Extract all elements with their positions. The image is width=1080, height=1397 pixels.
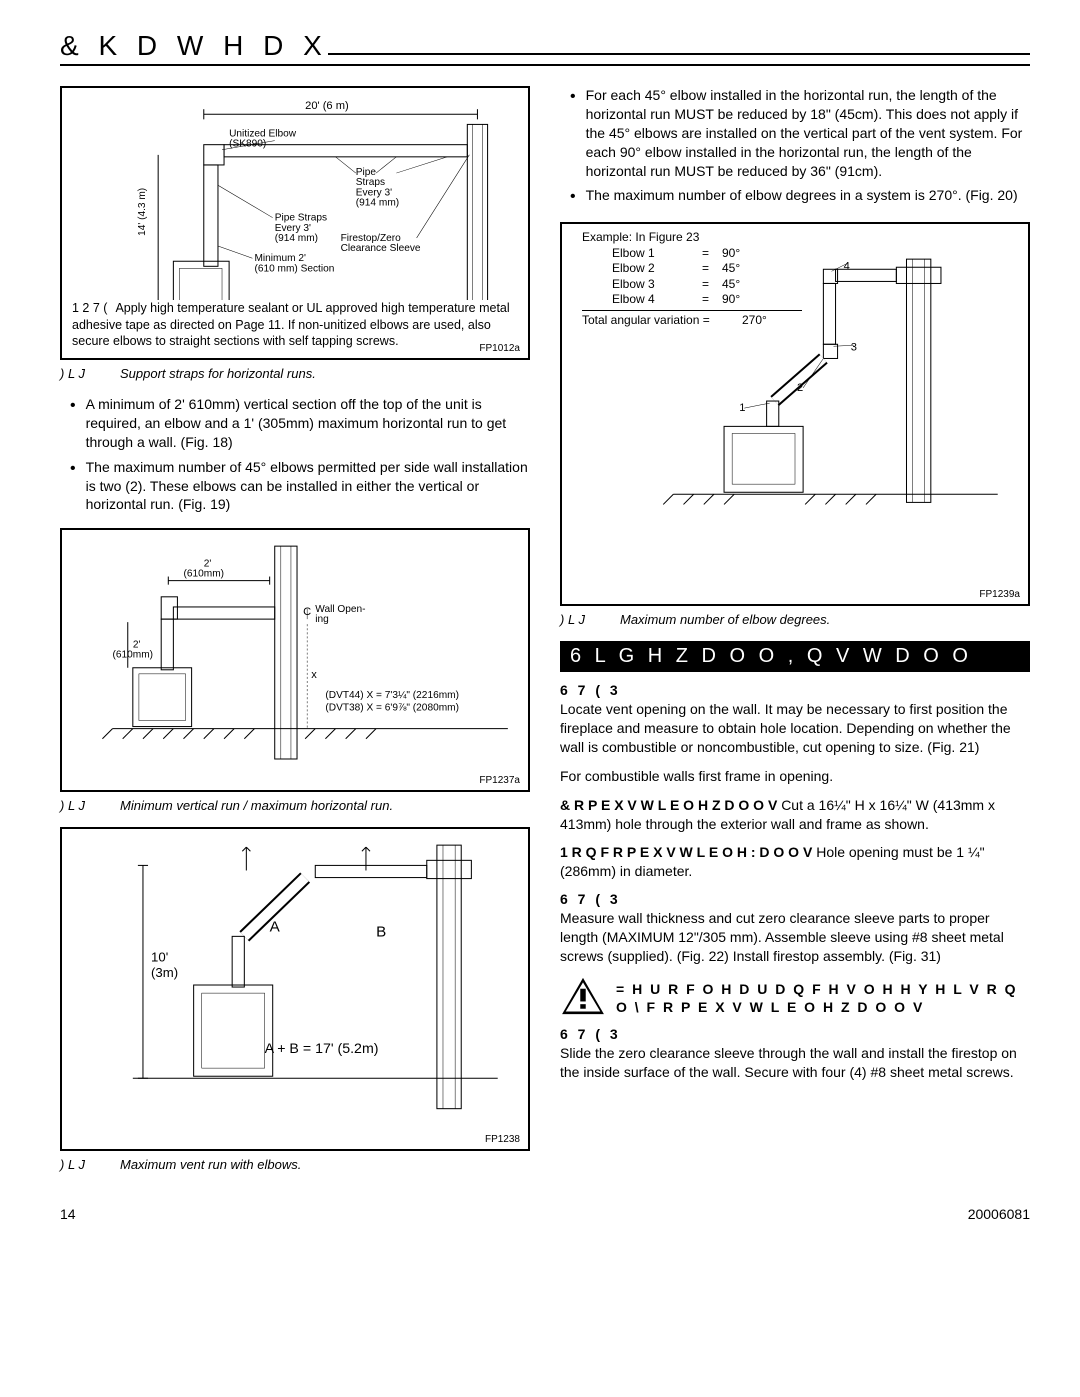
cap2-lbl: ) L J [60, 798, 120, 813]
step1-p3a: & R P E X V W L E O H Z D O O V [560, 797, 781, 813]
svg-text:(610 mm) Section: (610 mm) Section [254, 263, 334, 274]
cap3-lbl: ) L J [60, 1157, 120, 1172]
fig1-id: FP1012a [479, 343, 520, 354]
step3-label: 6 7 ( 3 [560, 1026, 1030, 1042]
warning-text: = H U R F O H D U D Q F H V O H H Y H L … [616, 976, 1030, 1016]
left-column: 20' (6 m) 14' (4.3 m) Unitized Elbow (SK… [60, 86, 530, 1186]
step1-p2: For combustible walls first frame in ope… [560, 767, 1030, 786]
svg-text:ing: ing [315, 615, 329, 626]
svg-text:(3m): (3m) [151, 965, 178, 980]
step1-p4: 1 R Q F R P E X V W L E O H : D O O V Ho… [560, 843, 1030, 881]
cap1-lbl: ) L J [60, 366, 120, 381]
cap3-txt: Maximum vent run with elbows. [120, 1157, 530, 1172]
note1-prefix: 1 2 7 ( [72, 301, 107, 315]
step1-p3: & R P E X V W L E O H Z D O O V Cut a 16… [560, 796, 1030, 834]
svg-text:3: 3 [851, 341, 857, 353]
cap1-txt: Support straps for horizontal runs. [120, 366, 530, 381]
svg-text:A: A [270, 919, 281, 936]
svg-text:4: 4 [844, 260, 850, 272]
dvt44: (DVT44) X = 7'3¼" (2216mm) [325, 690, 459, 702]
svg-text:x: x [311, 669, 317, 681]
step2-label: 6 7 ( 3 [560, 891, 1030, 907]
warning-row: = H U R F O H D U D Q F H V O H H Y H L … [560, 976, 1030, 1016]
caption-3: ) L J Maximum vent run with elbows. [60, 1157, 530, 1172]
svg-text:10': 10' [151, 950, 168, 965]
cap4-txt: Maximum number of elbow degrees. [620, 612, 1030, 627]
step3-p1: Slide the zero clearance sleeve through … [560, 1044, 1030, 1082]
figure-1-box: 20' (6 m) 14' (4.3 m) Unitized Elbow (SK… [60, 86, 530, 360]
svg-text:(SK890): (SK890) [229, 139, 266, 150]
doc-number: 20006081 [968, 1206, 1030, 1222]
b1-0: A minimum of 2' 610mm) vertical section … [86, 395, 530, 452]
figure-2-box: 2' (610mm) 2' (610mm) Wall Open- ing C x… [60, 528, 530, 792]
svg-text:(914 mm): (914 mm) [356, 197, 399, 208]
bullets-1: A minimum of 2' 610mm) vertical section … [60, 395, 530, 514]
figure-2-diagram: 2' (610mm) 2' (610mm) Wall Open- ing C x… [72, 536, 518, 779]
caption-1: ) L J Support straps for horizontal runs… [60, 366, 530, 381]
section-bar: 6 L G H Z D O O , Q V W D O O [560, 641, 1030, 672]
title-text: & K D W H D X [60, 30, 328, 62]
svg-text:(610mm): (610mm) [113, 650, 154, 661]
left-dim: 14' (4.3 m) [137, 188, 148, 236]
page-number: 14 [60, 1206, 76, 1222]
fig3-id: FP1238 [485, 1134, 520, 1145]
sum: A + B = 17' (5.2m) [265, 1041, 379, 1057]
caption-2: ) L J Minimum vertical run / maximum hor… [60, 798, 530, 813]
svg-text:Clearance Sleeve: Clearance Sleeve [341, 243, 421, 254]
step1-label: 6 7 ( 3 [560, 682, 1030, 698]
page-title: & K D W H D X [60, 30, 1030, 66]
cap4-lbl: ) L J [560, 612, 620, 627]
fig2-id: FP1237a [479, 775, 520, 786]
page-footer: 14 20006081 [60, 1206, 1030, 1222]
top-dim: 20' (6 m) [305, 100, 349, 112]
svg-text:2: 2 [797, 382, 803, 394]
figure-3-diagram: 10' (3m) A B A + B = 17' (5.2m) [72, 835, 518, 1139]
svg-text:(914 mm): (914 mm) [275, 233, 318, 244]
note1-text: Apply high temperature sealant or UL app… [72, 301, 510, 348]
b1-1: The maximum number of 45° elbows permitt… [86, 458, 530, 515]
figure-3-box: 10' (3m) A B A + B = 17' (5.2m) FP1238 [60, 827, 530, 1151]
right-column: For each 45° elbow installed in the hori… [560, 86, 1030, 1186]
step1-p4a: 1 R Q F R P E X V W L E O H : D O O V [560, 844, 816, 860]
svg-text:B: B [376, 924, 386, 941]
example-title: Example: In Figure 23 [582, 230, 1018, 246]
step2-p1: Measure wall thickness and cut zero clea… [560, 909, 1030, 966]
b2-1: The maximum number of elbow degrees in a… [586, 186, 1018, 208]
step1-p1: Locate vent opening on the wall. It may … [560, 700, 1030, 757]
cap2-txt: Minimum vertical run / maximum horizonta… [120, 798, 530, 813]
fig4-id: FP1239a [979, 589, 1020, 600]
figure-4-diagram: 1 2 3 4 [572, 249, 1018, 523]
svg-text:(610mm): (610mm) [184, 569, 225, 580]
figure-4-box: Example: In Figure 23 Elbow 1=90° Elbow … [560, 222, 1030, 606]
bullets-2: For each 45° elbow installed in the hori… [560, 86, 1030, 208]
warning-icon [560, 976, 606, 1016]
b2-0: For each 45° elbow installed in the hori… [586, 86, 1030, 180]
dvt38: (DVT38) X = 6'9⅞" (2080mm) [325, 703, 459, 714]
caption-4: ) L J Maximum number of elbow degrees. [560, 612, 1030, 627]
